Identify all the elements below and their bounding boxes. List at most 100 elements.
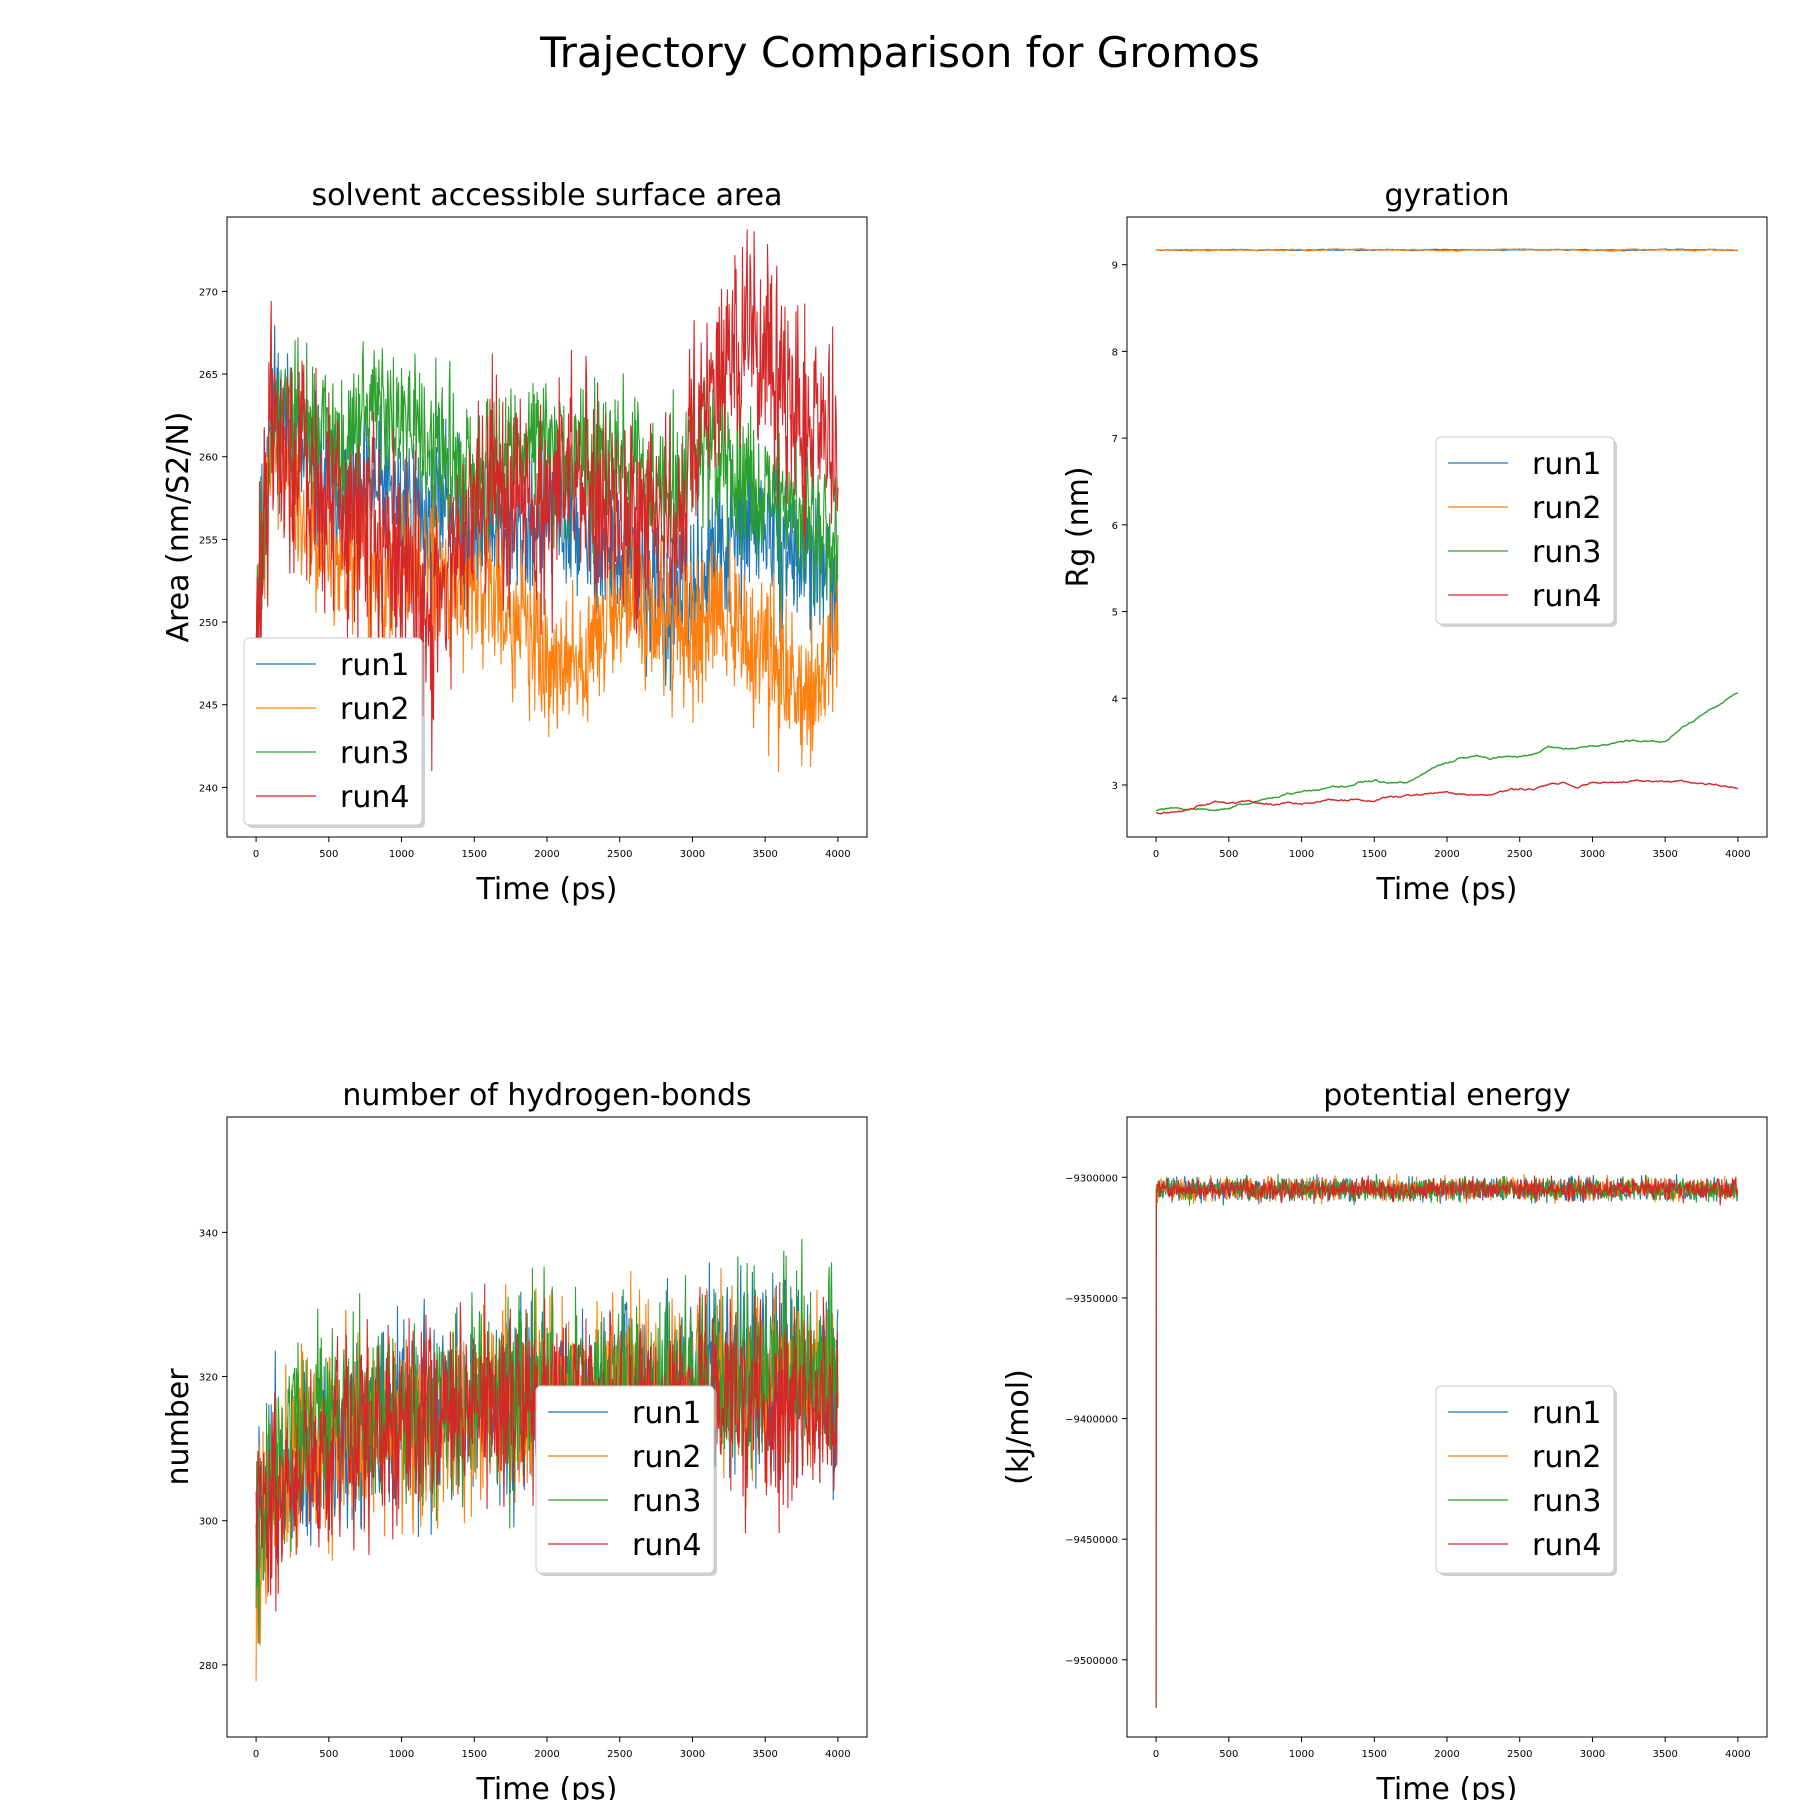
chart-title: gyration xyxy=(1385,178,1510,213)
series-line-run4 xyxy=(1155,779,1739,815)
x-tick-label: 3000 xyxy=(680,1749,705,1760)
series-line-run3 xyxy=(1155,692,1739,812)
legend-label-run3: run3 xyxy=(632,1484,701,1519)
x-tick-label: 4000 xyxy=(1725,1749,1750,1760)
figure-title: Trajectory Comparison for Gromos xyxy=(540,28,1260,77)
x-tick-label: 3500 xyxy=(1652,849,1677,860)
x-tick-label: 2500 xyxy=(1507,1749,1532,1760)
y-tick-label: 6 xyxy=(1112,521,1118,532)
x-axis-label: Time (ps) xyxy=(1375,872,1517,907)
x-tick-label: 4000 xyxy=(825,1749,850,1760)
x-tick-label: 1000 xyxy=(389,1749,414,1760)
legend-label-run2: run2 xyxy=(1532,491,1601,526)
x-tick-label: 1000 xyxy=(389,849,414,860)
plot-area xyxy=(1155,1173,1739,1709)
series-line-run4 xyxy=(1155,1175,1739,1709)
legend-label-run4: run4 xyxy=(1532,1528,1601,1563)
x-tick-label: 1500 xyxy=(1362,849,1387,860)
x-tick-label: 4000 xyxy=(1725,849,1750,860)
x-tick-label: 1500 xyxy=(462,1749,487,1760)
series-line-run3 xyxy=(255,1238,839,1644)
y-axis-label: (kJ/mol) xyxy=(1001,1369,1036,1485)
series-line-run3 xyxy=(255,337,839,667)
legend-label-run1: run1 xyxy=(1532,1396,1601,1431)
chart-title: solvent accessible surface area xyxy=(312,178,783,213)
y-tick-label: 240 xyxy=(199,783,218,794)
y-tick-label: 300 xyxy=(199,1517,218,1528)
y-tick-label: 4 xyxy=(1112,694,1118,705)
y-tick-label: 265 xyxy=(199,370,218,381)
legend: run1 run2 run3 run4 xyxy=(1435,436,1617,627)
chart-potential-energy: potential energy 0 500 1000 1500 2000 2500 3000… xyxy=(1001,1078,1768,1800)
x-tick-label: 2000 xyxy=(1434,1749,1459,1760)
series-line-run2 xyxy=(255,372,839,773)
legend-label-run3: run3 xyxy=(340,736,409,771)
x-tick-label: 0 xyxy=(253,849,259,860)
y-tick-label: 9 xyxy=(1112,261,1118,272)
legend: run1 run2 run3 run4 xyxy=(1435,1385,1617,1576)
y-axis-label: number xyxy=(161,1368,196,1486)
x-tick-label: 500 xyxy=(319,1749,338,1760)
x-tick-label: 500 xyxy=(1219,849,1238,860)
x-tick-label: 2000 xyxy=(534,1749,559,1760)
legend: run1 run2 run3 run4 xyxy=(535,1385,717,1576)
x-tick-label: 1000 xyxy=(1289,849,1314,860)
x-tick-label: 1000 xyxy=(1289,1749,1314,1760)
y-axis-label: Rg (nm) xyxy=(1061,466,1096,587)
y-tick-label: 260 xyxy=(199,453,218,464)
x-tick-label: 1500 xyxy=(462,849,487,860)
legend-box xyxy=(1435,436,1615,625)
legend-label-run2: run2 xyxy=(1532,1440,1601,1475)
x-tick-label: 3000 xyxy=(1580,849,1605,860)
y-tick-label: −9350000 xyxy=(1065,1294,1118,1305)
series-line-run4 xyxy=(255,229,839,772)
y-axis-label: Area (nm/S2/N) xyxy=(161,411,196,642)
y-tick-label: 255 xyxy=(199,535,218,546)
x-tick-label: 1500 xyxy=(1362,1749,1387,1760)
legend-label-run1: run1 xyxy=(632,1396,701,1431)
y-tick-label: 7 xyxy=(1112,434,1118,445)
legend-label-run3: run3 xyxy=(1532,1484,1601,1519)
x-tick-label: 3000 xyxy=(680,849,705,860)
x-tick-label: 3000 xyxy=(1580,1749,1605,1760)
y-tick-label: 270 xyxy=(199,287,218,298)
y-tick-label: −9400000 xyxy=(1065,1415,1118,1426)
x-tick-label: 4000 xyxy=(825,849,850,860)
x-tick-label: 2500 xyxy=(1507,849,1532,860)
legend-box xyxy=(1435,1385,1615,1574)
x-tick-label: 3500 xyxy=(752,1749,777,1760)
y-tick-label: 250 xyxy=(199,618,218,629)
x-axis-label: Time (ps) xyxy=(475,872,617,907)
x-tick-label: 2000 xyxy=(1434,849,1459,860)
x-tick-label: 0 xyxy=(1153,1749,1159,1760)
legend-label-run2: run2 xyxy=(632,1440,701,1475)
y-tick-label: 245 xyxy=(199,701,218,712)
x-tick-label: 500 xyxy=(319,849,338,860)
x-axis-label: Time (ps) xyxy=(475,1772,617,1800)
legend-box xyxy=(243,637,423,826)
legend-box xyxy=(535,1385,715,1574)
y-tick-label: 3 xyxy=(1112,781,1118,792)
chart-hydrogen-bonds: number of hydrogen-bonds 0 500 1000 1500 2000… xyxy=(161,1078,868,1800)
x-tick-label: 500 xyxy=(1219,1749,1238,1760)
y-tick-label: 320 xyxy=(199,1373,218,1384)
plot-area xyxy=(1155,248,1739,815)
chart-gyration: gyration 0 500 1000 1500 2000 2500 3000 3500 4000… xyxy=(1061,178,1768,907)
legend-label-run4: run4 xyxy=(632,1528,701,1563)
y-tick-label: −9300000 xyxy=(1065,1173,1118,1184)
legend-label-run1: run1 xyxy=(340,648,409,683)
legend: run1 run2 run3 run4 xyxy=(243,637,425,828)
legend-label-run4: run4 xyxy=(340,780,409,815)
y-tick-label: 280 xyxy=(199,1661,218,1672)
legend-label-run4: run4 xyxy=(1532,579,1601,614)
x-tick-label: 3500 xyxy=(1652,1749,1677,1760)
x-axis-label: Time (ps) xyxy=(1375,1772,1517,1800)
legend-label-run1: run1 xyxy=(1532,447,1601,482)
x-tick-label: 2500 xyxy=(607,849,632,860)
chart-title: potential energy xyxy=(1323,1078,1571,1113)
x-tick-label: 0 xyxy=(1153,849,1159,860)
x-tick-label: 2500 xyxy=(607,1749,632,1760)
x-tick-label: 2000 xyxy=(534,849,559,860)
plot-area xyxy=(255,229,839,773)
y-tick-label: −9500000 xyxy=(1065,1656,1118,1667)
